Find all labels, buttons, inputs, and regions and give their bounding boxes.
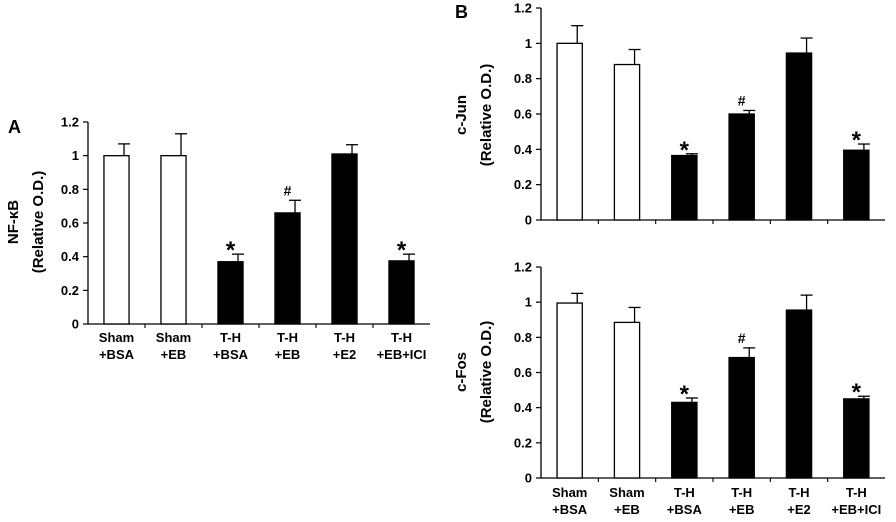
bar [160,155,187,325]
significance-star: * [226,237,236,264]
y-tick-label: 0.6 [61,216,79,231]
bar [556,42,583,221]
y-tick-label: 1 [525,295,532,310]
x-tick-label: T-H [789,485,810,500]
panel-label-a: A [8,117,21,137]
y-tick-label: 1 [525,36,532,51]
x-tick-label-sub: +E2 [787,502,811,517]
panel-label-b: B [455,2,468,22]
x-tick-label: Sham [99,330,134,345]
x-tick-label-sub: +BSA [213,347,249,362]
significance-star: * [680,381,690,408]
y-tick-label: 0 [72,317,79,332]
significance-hash: # [284,182,292,198]
bar [388,260,415,325]
y-tick-label: 0 [525,471,532,486]
y-tick-label: 0.2 [61,283,79,298]
y-tick-label: 0.4 [514,142,533,157]
y-axis-label: c-Jun [453,95,470,135]
significance-hash: # [738,92,746,108]
bar [217,261,244,325]
x-tick-label: T-H [220,330,241,345]
bar [613,63,641,221]
y-tick-label: 0.6 [514,365,532,380]
significance-hash: # [738,330,746,346]
significance-star: * [680,137,690,164]
y-tick-label: 0.8 [61,182,79,197]
y-tick-label: 0 [525,213,532,228]
bar [843,398,870,479]
x-tick-label: Sham [156,330,191,345]
x-tick-label: T-H [277,330,298,345]
x-tick-label-sub: +BSA [99,347,135,362]
y-axis-label: c-Fos [453,352,470,392]
y-axis-label: NF-κB [5,200,22,244]
bar [103,155,130,325]
y-axis-label-units: (Relative O.D.) [478,64,495,167]
bar [671,401,698,479]
x-tick-label-sub: +EB+ICI [831,502,881,517]
x-tick-label: T-H [391,330,412,345]
x-tick-label: T-H [334,330,355,345]
cjun-bar-chart: 0 0.2 0.4 0.6 0.8 1 1.2 c-Jun (Relative O.D.) * # * [453,1,885,228]
significance-star: * [852,379,862,406]
x-tick-label-sub: +EB [161,347,187,362]
y-tick-label: 0.2 [514,177,532,192]
x-tick-label-sub: +EB [614,502,640,517]
cfos-bar-chart: 0 0.2 0.4 0.6 0.8 1 1.2 c-Fos (Relative O.D.) Sha… [453,260,885,517]
x-tick-label-sub: +BSA [552,502,588,517]
x-tick-label-sub: +EB+ICI [377,347,427,362]
y-tick-label: 1 [72,148,79,163]
y-tick-label: 1.2 [61,115,79,130]
x-tick-label-sub: +EB [275,347,301,362]
x-tick-label-sub: +EB [729,502,755,517]
x-tick-label-sub: +BSA [667,502,703,517]
significance-star: * [852,127,862,154]
nfkb-bar-chart: 0 0.2 0.4 0.6 0.8 1 1.2 NF-κB (Relative O.D.) Sha… [5,115,430,362]
bar [728,113,755,221]
bar [331,153,358,325]
y-tick-label: 0.4 [514,400,533,415]
significance-star: * [397,237,407,264]
bar [274,212,301,325]
y-tick-label: 1.2 [514,260,532,275]
y-tick-label: 0.8 [514,330,532,345]
x-tick-label: T-H [731,485,752,500]
y-tick-label: 0.2 [514,435,532,450]
bar [785,52,813,221]
y-axis-label-units: (Relative O.D.) [478,321,495,424]
x-tick-label: Sham [609,485,644,500]
bar [843,149,870,221]
bar [728,356,755,479]
y-tick-label: 0.6 [514,107,532,122]
bar [785,309,813,479]
y-tick-label: 0.8 [514,71,532,86]
bar [556,302,583,479]
x-tick-label-sub: +E2 [333,347,357,362]
y-axis-label-units: (Relative O.D.) [30,171,47,274]
bar [613,321,641,479]
x-tick-label: T-H [846,485,867,500]
y-tick-label: 1.2 [514,1,532,16]
x-tick-label: T-H [674,485,695,500]
y-tick-label: 0.4 [61,249,80,264]
x-tick-label: Sham [552,485,587,500]
bar [671,154,698,221]
